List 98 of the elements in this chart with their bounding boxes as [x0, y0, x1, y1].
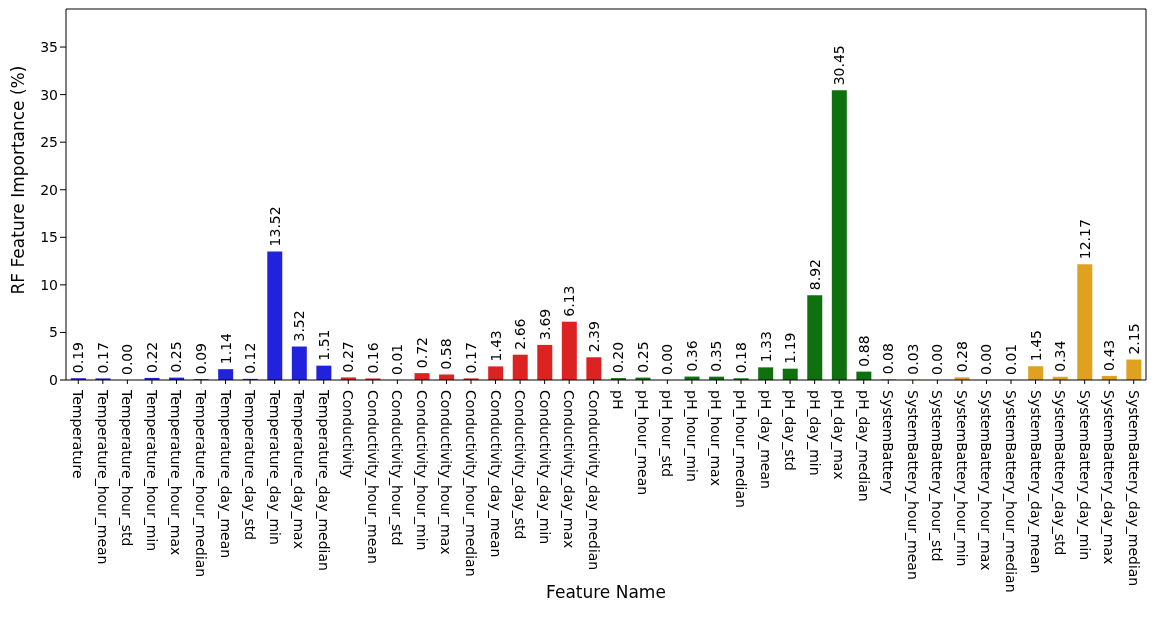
data-label: 2.15 — [1125, 323, 1142, 355]
x-tick-label: SystemBattery_day_min — [1076, 390, 1093, 561]
x-tick-label: SystemBattery_day_median — [1125, 390, 1142, 587]
x-tick-label: SystemBattery_day_max — [1101, 390, 1118, 565]
x-tick-label: SystemBattery — [880, 390, 897, 495]
x-tick-label: Temperature_hour_max — [168, 389, 185, 556]
x-tick-label: Temperature_day_median — [315, 389, 332, 571]
y-axis-title: RF Feature Importance (%) — [8, 65, 29, 295]
x-tick-label: pH_day_std — [782, 390, 799, 471]
y-tick-label: 10 — [40, 276, 58, 293]
x-tick-label: pH_day_mean — [757, 390, 774, 489]
data-label: 0.88 — [855, 335, 872, 367]
x-tick-label: pH_hour_min — [683, 390, 700, 482]
data-label: 0.36 — [683, 340, 700, 372]
data-label: 6.13 — [561, 285, 578, 317]
x-tick-label: Conductivity_day_std — [512, 390, 529, 540]
x-tick-label: Conductivity — [340, 390, 357, 478]
data-label: 1.43 — [487, 330, 504, 362]
y-tick-label: 25 — [40, 134, 58, 151]
y-tick-label: 5 — [49, 324, 58, 341]
x-tick-label: Conductivity_hour_min — [413, 390, 430, 551]
x-tick-label: Temperature_hour_min — [143, 389, 160, 552]
x-tick-label: pH_hour_mean — [634, 390, 651, 496]
data-label: 3.52 — [291, 310, 308, 342]
x-tick-label: SystemBattery_hour_std — [929, 390, 946, 562]
x-tick-label: Conductivity_day_median — [585, 390, 602, 571]
data-label: 0.00 — [119, 343, 136, 375]
x-tick-label: Temperature_day_min — [266, 389, 283, 545]
x-tick-label: pH_day_min — [806, 390, 823, 476]
data-label: 30.45 — [831, 45, 848, 86]
data-label: 0.34 — [1052, 340, 1069, 372]
data-label: 0.20 — [610, 341, 627, 374]
x-tick-label: Temperature_day_mean — [217, 389, 234, 559]
data-label: 0.17 — [463, 342, 479, 374]
x-axis-title: Feature Name — [546, 582, 666, 602]
data-label: 0.08 — [880, 343, 897, 375]
x-tick-label: Conductivity_day_max — [561, 390, 578, 549]
data-label: 0.00 — [929, 343, 946, 375]
data-label: 0.25 — [634, 341, 651, 373]
data-label: 0.03 — [904, 343, 921, 375]
x-tick-label: pH_hour_std — [659, 390, 676, 478]
x-tick-label: pH — [610, 390, 627, 410]
y-tick-label: 30 — [40, 86, 58, 103]
data-label: 0.27 — [340, 341, 357, 373]
x-tick-label: Conductivity_hour_max — [438, 390, 455, 555]
x-tick-label: SystemBattery_day_std — [1052, 390, 1069, 556]
x-tick-label: SystemBattery_hour_mean — [904, 390, 921, 580]
x-tick-label: Temperature — [70, 389, 87, 479]
data-label: 0.58 — [438, 338, 455, 370]
y-tick-label: 35 — [40, 39, 58, 56]
data-label: 1.19 — [782, 332, 799, 364]
data-label: 0.01 — [389, 343, 406, 375]
data-label: 0.22 — [143, 341, 160, 373]
data-label: 12.17 — [1076, 219, 1093, 260]
data-label: 0.09 — [193, 342, 209, 375]
data-label: 0.43 — [1101, 339, 1118, 371]
data-label: 1.45 — [1027, 330, 1044, 362]
y-tick-label: 0 — [49, 371, 58, 388]
x-tick-label: pH_hour_max — [708, 390, 725, 486]
data-label: 0.00 — [978, 343, 995, 375]
x-tick-label: Temperature_hour_median — [193, 389, 209, 578]
data-label: 0.16 — [364, 342, 381, 374]
data-label: 0.18 — [733, 342, 749, 374]
x-tick-label: SystemBattery_hour_max — [978, 390, 995, 571]
x-tick-label: Conductivity_hour_median — [463, 390, 479, 577]
y-tick-label: 20 — [40, 181, 58, 198]
data-label: 0.17 — [94, 342, 111, 374]
x-tick-label: Temperature_day_max — [291, 389, 308, 549]
data-label: 0.35 — [708, 340, 725, 372]
x-tick-label: Conductivity_hour_mean — [364, 390, 381, 564]
x-tick-label: Temperature_day_std — [242, 389, 259, 541]
x-tick-label: Temperature_hour_std — [119, 389, 136, 547]
x-tick-label: Conductivity_day_min — [536, 390, 553, 545]
x-tick-label: SystemBattery_day_mean — [1027, 390, 1044, 574]
y-tick-label: 15 — [40, 229, 58, 246]
data-label: 0.72 — [413, 336, 430, 369]
data-label: 2.39 — [585, 321, 602, 353]
data-label: 0.01 — [1003, 343, 1019, 375]
x-tick-label: pH_day_median — [855, 390, 872, 502]
data-label: 0.28 — [953, 341, 970, 373]
data-label: 2.66 — [512, 318, 529, 350]
data-label: 1.51 — [315, 329, 332, 361]
data-label: 0.25 — [168, 341, 185, 373]
x-tick-label: Conductivity_day_mean — [487, 390, 504, 558]
x-tick-label: Temperature_hour_mean — [94, 389, 111, 565]
data-label: 3.69 — [536, 308, 553, 340]
data-label: 1.14 — [217, 332, 234, 365]
data-label: 0.19 — [70, 342, 87, 374]
x-tick-label: Conductivity_hour_std — [389, 390, 406, 546]
data-label: 13.52 — [266, 206, 283, 247]
data-label: 8.92 — [806, 258, 823, 291]
data-label: 0.00 — [659, 343, 676, 375]
x-tick-label: pH_hour_median — [733, 390, 749, 508]
x-tick-label: SystemBattery_hour_min — [953, 390, 970, 567]
data-label: 1.33 — [757, 331, 774, 363]
data-label: 0.12 — [242, 342, 259, 374]
x-tick-label: pH_day_max — [831, 390, 848, 480]
x-tick-label: SystemBattery_hour_median — [1003, 390, 1019, 593]
